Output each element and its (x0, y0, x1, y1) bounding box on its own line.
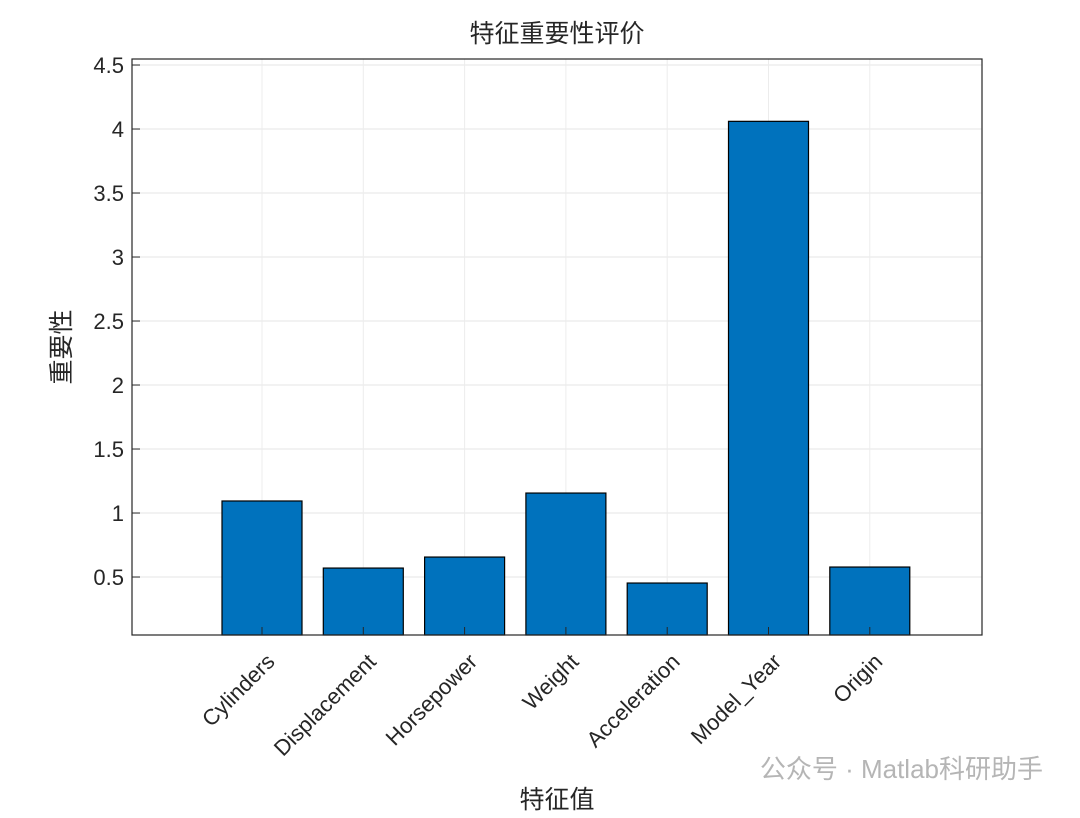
y-axis-label: 重要性 (47, 309, 76, 384)
y-tick-label: 3.5 (93, 181, 124, 206)
plot-frame (131, 58, 983, 636)
x-axis-label: 特征值 (519, 785, 594, 813)
bar (727, 120, 810, 636)
bar (626, 582, 708, 636)
bar (322, 567, 404, 636)
y-tick-label: 2.5 (93, 309, 124, 334)
watermark: 公众号 · Matlab科研助手 (760, 754, 1043, 784)
y-tick-label: 1.5 (93, 437, 124, 462)
y-tick-label: 2 (112, 373, 124, 398)
y-tick-label: 4.5 (93, 53, 124, 78)
y-tick-label: 4 (112, 117, 124, 142)
chart-title: 特征重要性评价 (469, 19, 644, 48)
y-tick-label: 0.5 (93, 565, 124, 590)
y-tick-label: 3 (112, 245, 124, 270)
bar (424, 556, 506, 636)
bar (829, 566, 911, 636)
y-tick-label: 1 (112, 501, 124, 526)
bar (525, 492, 607, 636)
bar (221, 500, 303, 636)
